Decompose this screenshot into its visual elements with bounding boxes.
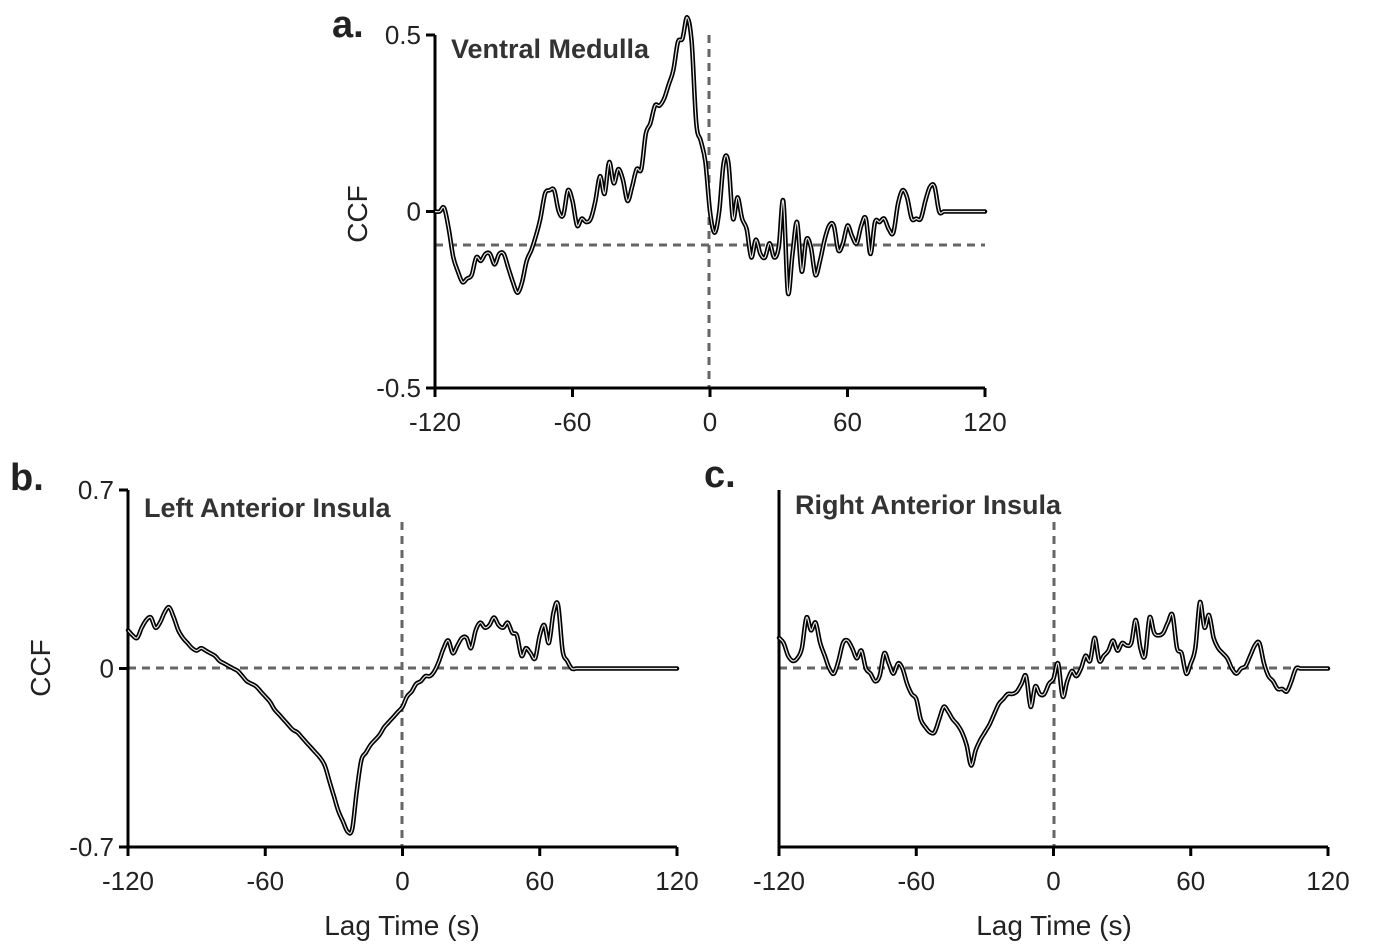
x-tick-label: 120 xyxy=(963,407,1006,437)
y-axis-label: CCF xyxy=(25,639,56,697)
y-tick-label: -0.5 xyxy=(376,373,421,403)
chart-title: Right Anterior Insula xyxy=(795,490,1062,520)
x-tick-label: -120 xyxy=(409,407,461,437)
x-tick-label: -60 xyxy=(246,866,284,896)
panel-b: b. Left Anterior Insula CCF Lag Time (s)… xyxy=(10,457,699,941)
x-tick-label: 60 xyxy=(525,866,554,896)
ticks: -120 -60 0 60 120 xyxy=(753,847,1350,896)
x-tick-label: 0 xyxy=(395,866,409,896)
panel-letter: c. xyxy=(704,454,736,496)
chart-title: Ventral Medulla xyxy=(451,34,650,64)
x-axis-label: Lag Time (s) xyxy=(324,910,480,941)
x-tick-label: 60 xyxy=(833,407,862,437)
x-tick-label: 0 xyxy=(703,407,717,437)
y-axis-label: CCF xyxy=(342,185,373,243)
x-tick-label: 120 xyxy=(1306,866,1349,896)
x-tick-label: -60 xyxy=(554,407,592,437)
ticks: -120 -60 0 60 120 -0.5 0 0.5 xyxy=(376,20,1007,437)
y-tick-label: 0.5 xyxy=(385,20,421,50)
x-tick-label: 0 xyxy=(1046,866,1060,896)
panel-letter: b. xyxy=(10,457,44,499)
ticks: -120 -60 0 60 120 -0.7 0 0.7 xyxy=(69,475,699,896)
y-tick-label: 0 xyxy=(407,197,421,227)
panel-letter: a. xyxy=(332,4,364,46)
y-tick-label: -0.7 xyxy=(69,832,114,862)
x-axis-label: Lag Time (s) xyxy=(976,910,1132,941)
chart-title: Left Anterior Insula xyxy=(144,493,392,523)
x-tick-label: -120 xyxy=(753,866,805,896)
panel-c: c. Right Anterior Insula Lag Time (s) -1… xyxy=(704,454,1350,941)
series-line-highlight xyxy=(778,601,1328,767)
x-tick-label: 120 xyxy=(655,866,698,896)
x-tick-label: -60 xyxy=(897,866,935,896)
x-tick-label: 60 xyxy=(1176,866,1205,896)
y-tick-label: 0 xyxy=(100,654,114,684)
panel-a: a. Ventral Medulla CCF -120 -60 0 60 120 -0.5… xyxy=(332,4,1007,437)
series-line-highlight xyxy=(127,601,677,835)
series-line-highlight xyxy=(434,16,985,295)
y-tick-label: 0.7 xyxy=(78,475,114,505)
x-tick-label: -120 xyxy=(102,866,154,896)
